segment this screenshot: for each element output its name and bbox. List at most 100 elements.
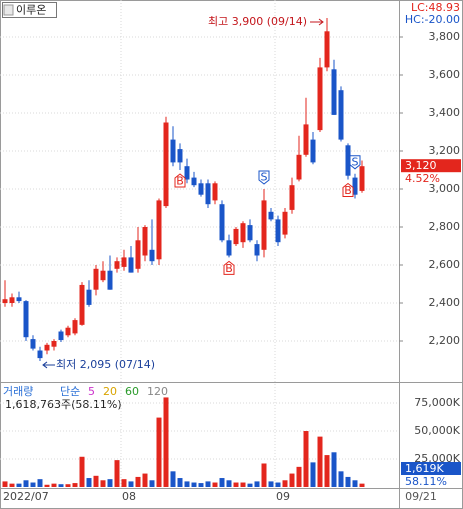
volume-bar (317, 436, 323, 487)
candle-body (2, 299, 8, 303)
candle-body (261, 200, 267, 250)
volume-bar (303, 431, 309, 487)
candle-body (142, 227, 148, 256)
candle-body (226, 240, 232, 256)
candle-body (317, 67, 323, 131)
volume-bar (289, 473, 295, 487)
volume-bar (65, 484, 71, 487)
volume-bar (338, 471, 344, 487)
volume-bar (191, 482, 197, 487)
candle-body (331, 69, 337, 115)
volume-bar (79, 456, 85, 487)
volume-ratio: 58.11% (405, 475, 447, 488)
volume-bar (170, 471, 176, 487)
y-tick-label: 3,800 (429, 30, 461, 43)
candle-body (310, 139, 316, 163)
candle-body (233, 228, 239, 245)
candle-body (170, 139, 176, 163)
signal-label: S (352, 155, 359, 168)
candle-body (247, 225, 253, 241)
hc-label: HC:-20.00 (405, 13, 460, 26)
y-tick-label: 2,400 (429, 296, 461, 309)
volume-bar (296, 466, 302, 487)
volume-bar (16, 483, 22, 487)
volume-bar (226, 480, 232, 487)
volume-title: 거래량 (3, 385, 33, 398)
volume-bar (324, 455, 330, 487)
volume-bar (205, 481, 211, 487)
volume-bar (100, 480, 106, 487)
candle-body (359, 166, 365, 191)
volume-bar (72, 483, 78, 487)
candle-body (86, 289, 92, 305)
candle-body (191, 177, 197, 186)
y-tick-label: 3,000 (429, 182, 461, 195)
candle-body (121, 257, 127, 267)
signal-label: S (261, 171, 268, 184)
candle-body (44, 344, 50, 351)
volume-bar (156, 417, 162, 487)
volume-bar (198, 483, 204, 487)
volume-bar (9, 483, 15, 487)
volume-bar (149, 480, 155, 487)
ma-legend: 120 (147, 385, 168, 398)
candle-body (275, 219, 281, 243)
volume-bar (219, 478, 225, 487)
volume-bar (310, 462, 316, 487)
candle-body (128, 257, 134, 273)
volume-bar (184, 481, 190, 487)
candle-body (93, 268, 99, 290)
volume-bar (359, 483, 365, 487)
candle-body (37, 350, 43, 359)
volume-bar (233, 482, 239, 487)
volume-bar (128, 481, 134, 487)
volume-bar (107, 479, 113, 487)
y-tick-label: 2,800 (429, 220, 461, 233)
candle-body (51, 341, 57, 347)
candle-body (79, 284, 85, 325)
candle-body (324, 31, 330, 68)
volume-bar (2, 481, 8, 487)
volume-bar (282, 480, 288, 487)
signal-marker (258, 170, 270, 185)
signal-label: B (344, 184, 352, 197)
volume-bar (163, 397, 169, 487)
candle-body (184, 166, 190, 180)
volume-tag-label: 1,619K (405, 462, 444, 475)
price-tag (401, 159, 461, 173)
date-label: 09/21 (405, 490, 437, 503)
volume-bar (114, 460, 120, 487)
candle-body (135, 240, 141, 269)
candle-body (345, 145, 351, 176)
volume-tick-label: 50,000K (414, 424, 460, 437)
volume-bar (261, 463, 267, 487)
low-note: 최저 2,095 (07/14) (56, 358, 155, 371)
candle-body (72, 320, 78, 334)
volume-tag (401, 462, 461, 475)
volume-bar (352, 480, 358, 487)
symbol-box[interactable]: 이루온 (2, 2, 57, 18)
volume-tick-label: 75,000K (414, 396, 460, 409)
ma-label: 단순 (60, 385, 80, 398)
y-tick-label: 2,600 (429, 258, 461, 271)
price-tag-label: 3,120 (405, 159, 437, 172)
candle-body (268, 211, 274, 220)
candle-body (177, 149, 183, 163)
volume-bar (254, 481, 260, 487)
volume-info: 1,618,763주(58.11%) (5, 398, 122, 411)
volume-bar (142, 473, 148, 487)
signal-marker (174, 173, 186, 188)
candle-body (65, 327, 71, 336)
volume-bar (135, 476, 141, 487)
signal-label: B (176, 175, 184, 188)
candle-body (9, 297, 15, 303)
candle-body (303, 124, 309, 155)
candle-body (156, 200, 162, 260)
signal-marker (349, 155, 361, 170)
high-arrow (310, 18, 324, 26)
candle-body (219, 204, 225, 241)
low-arrow (42, 361, 55, 369)
x-tick-label: 2022/07 (3, 490, 49, 503)
volume-bar (268, 481, 274, 487)
volume-bar (240, 482, 246, 487)
